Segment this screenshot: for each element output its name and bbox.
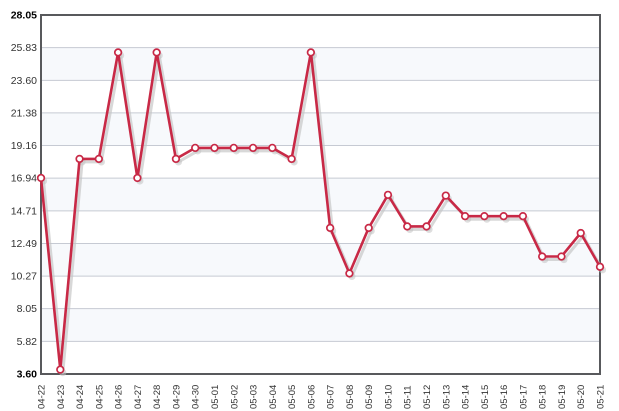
plot-band xyxy=(41,341,600,374)
x-tick-label: 04-23 xyxy=(56,385,67,409)
data-point-marker xyxy=(460,212,470,221)
data-point-marker xyxy=(191,143,200,153)
plot-band xyxy=(41,243,600,277)
data-point-marker xyxy=(538,252,547,261)
x-tick-label: 04-28 xyxy=(152,385,163,409)
data-point-marker xyxy=(595,262,605,271)
x-tick-label: 05-20 xyxy=(576,385,587,409)
y-tick-label: 21.38 xyxy=(11,107,37,119)
data-point-marker xyxy=(248,143,258,153)
x-tick-label: 05-11 xyxy=(403,385,414,409)
x-tick-label: 05-10 xyxy=(383,385,394,409)
x-tick-label: 05-17 xyxy=(518,385,529,409)
plot-band xyxy=(41,15,600,48)
x-tick-label: 05-02 xyxy=(229,385,240,409)
data-point-marker xyxy=(499,212,508,221)
x-tick-label: 05-08 xyxy=(345,385,356,409)
data-point-marker xyxy=(94,154,103,164)
x-tick-label: 04-27 xyxy=(133,385,144,409)
x-tick-label: 04-26 xyxy=(114,385,125,409)
data-point-marker xyxy=(287,154,296,164)
x-tick-label: 05-04 xyxy=(268,385,279,409)
data-point-marker xyxy=(171,154,181,164)
y-tick-label: 3.60 xyxy=(17,369,38,381)
x-tick-label: 04-29 xyxy=(171,385,182,409)
x-tick-label: 05-21 xyxy=(596,385,607,409)
x-tick-label: 05-12 xyxy=(422,385,433,409)
x-tick-label: 05-16 xyxy=(499,385,510,409)
data-point-marker xyxy=(576,228,585,238)
data-point-marker xyxy=(113,48,123,57)
x-tick-label: 05-01 xyxy=(210,385,221,409)
data-point-marker xyxy=(480,212,489,221)
data-point-marker xyxy=(383,190,393,200)
data-point-marker xyxy=(56,365,65,374)
x-tick-label: 04-24 xyxy=(75,385,86,409)
x-tick-label: 05-15 xyxy=(480,385,491,409)
data-point-marker xyxy=(229,143,238,153)
x-tick-label: 05-07 xyxy=(326,385,337,409)
data-point-marker xyxy=(133,173,142,183)
x-tick-label: 04-22 xyxy=(37,385,48,409)
data-point-marker xyxy=(345,269,354,278)
y-tick-label: 10.27 xyxy=(11,271,37,283)
data-point-marker xyxy=(441,191,450,200)
data-point-marker xyxy=(75,154,84,164)
x-tick-label: 04-30 xyxy=(191,385,202,409)
data-point-marker xyxy=(268,143,277,153)
data-point-marker xyxy=(422,222,431,231)
x-tick-label: 05-13 xyxy=(441,385,452,409)
y-tick-label: 25.83 xyxy=(11,42,37,54)
x-tick-label: 05-06 xyxy=(306,385,317,409)
data-point-marker xyxy=(557,252,566,261)
plot-band xyxy=(41,276,600,309)
y-tick-label: 14.71 xyxy=(11,205,37,217)
data-point-marker xyxy=(364,223,373,233)
data-point-marker xyxy=(152,48,161,57)
plot-band xyxy=(41,178,600,211)
data-point-marker xyxy=(518,212,528,221)
y-tick-label: 5.82 xyxy=(17,336,38,348)
x-tick-label: 05-05 xyxy=(287,385,298,409)
y-tick-label: 8.05 xyxy=(17,303,38,315)
y-tick-label: 28.05 xyxy=(11,10,37,22)
x-tick-label: 05-14 xyxy=(461,385,472,409)
x-tick-label: 05-19 xyxy=(557,385,568,409)
x-tick-label: 05-09 xyxy=(364,385,375,409)
y-tick-label: 23.60 xyxy=(11,75,37,87)
data-point-marker xyxy=(210,143,219,153)
y-tick-label: 19.16 xyxy=(11,140,37,152)
x-tick-label: 05-18 xyxy=(538,385,549,409)
y-tick-label: 16.94 xyxy=(11,173,37,185)
plot-border xyxy=(40,14,601,375)
x-tick-label: 04-25 xyxy=(94,385,105,409)
y-tick-label: 12.49 xyxy=(11,238,37,250)
plot-band xyxy=(41,308,600,342)
data-point-marker xyxy=(36,173,46,183)
x-tick-label: 05-03 xyxy=(249,385,260,409)
data-point-marker xyxy=(306,48,316,57)
data-point-marker xyxy=(403,222,412,231)
data-point-marker xyxy=(325,223,335,233)
plot-band xyxy=(41,47,600,81)
